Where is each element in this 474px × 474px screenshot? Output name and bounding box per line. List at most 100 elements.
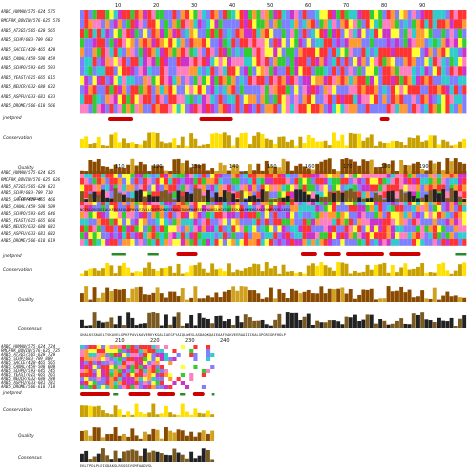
conservation-bar [214,132,219,148]
consensus-bar [164,454,168,462]
residue-cell [243,218,248,226]
quality-bar [281,292,286,302]
residue-cell [151,345,156,349]
residue-cell [227,218,232,226]
quality-bar [462,163,467,174]
residue-cell [395,28,400,39]
residue-cell [353,177,358,185]
consensus-bar [101,322,105,328]
residue-cell [126,377,131,381]
residue-cell [172,205,177,212]
residue-cell [101,47,106,57]
residue-cell [323,104,328,114]
consensus-bar [361,319,366,328]
residue-cell [411,184,416,192]
residue-cell [348,19,353,29]
consensus-bar [206,318,210,328]
residue-cell [151,10,156,20]
residue-cell [214,66,219,76]
residue-cell [164,211,169,219]
conservation-bar [273,144,278,148]
residue-cell [386,177,391,185]
residue-cell [201,57,206,67]
residue-cell [441,66,446,76]
residue-cell [336,10,341,20]
residue-cell [168,232,173,239]
residue-cell [378,232,383,239]
sequence-label: ARB5_DROME/566-618 566 [1,103,56,108]
residue-cell [172,349,177,353]
residue-cell [445,239,450,246]
consensus-bar [88,459,93,462]
sequence-label: RMCFRK_BOVIN/576-625 576 [1,18,61,24]
residue-cell [126,177,131,185]
residue-cell [197,365,202,369]
conservation-bar [180,403,185,417]
residue-cell [117,232,122,239]
residue-cell [164,225,169,233]
consensus-bar [180,196,185,202]
residue-cell [143,225,148,233]
residue-cell [416,239,421,246]
residue-cell [227,66,232,76]
quality-bar [298,163,303,174]
residue-cell [353,211,358,219]
residue-cell [109,75,114,86]
residue-cell [269,191,274,199]
residue-cell [311,94,316,104]
residue-cell [155,218,160,226]
residue-cell [147,381,152,385]
consensus-bar [458,318,462,328]
residue-cell [353,10,358,20]
residue-cell [109,66,114,76]
residue-cell [80,57,85,67]
residue-cell [285,104,290,114]
residue-cell [88,184,93,192]
residue-cell [126,369,131,373]
residue-cell [420,94,425,104]
conservation-bar [361,140,366,148]
residue-cell [138,218,143,226]
quality-bar [273,166,278,174]
residue-cell [260,225,265,233]
residue-cell [453,177,458,185]
residue-cell [143,369,148,373]
residue-cell [180,225,185,233]
quality-bar [147,294,152,302]
residue-cell [285,66,290,76]
residue-cell [453,239,458,246]
consensus-bar [437,193,441,202]
residue-cell [84,85,89,95]
consensus-bar [105,455,110,462]
residue-cell [315,28,320,39]
residue-cell [235,171,240,178]
consensus-bar [185,323,189,328]
residue-cell [449,57,454,67]
sequence-label: ARB5_AT3G5/565-620 720 [1,352,56,357]
consensus-bar [159,191,164,202]
residue-cell [264,177,269,185]
residue-cell [353,184,358,192]
conservation-bar [210,414,215,417]
conservation-bar [218,268,223,276]
residue-cell [243,28,248,39]
residue-cell [96,357,101,361]
conservation-bar [193,265,198,276]
residue-cell [453,171,458,178]
residue-cell [159,66,164,76]
residue-cell [374,85,379,95]
residue-cell [306,184,311,192]
residue-cell [311,85,316,95]
residue-cell [84,239,89,246]
residue-cell [80,369,85,373]
residue-cell [386,104,391,114]
residue-cell [290,211,295,219]
consensus-bar [164,190,168,202]
residue-cell [239,38,244,48]
residue-cell [416,75,421,86]
residue-cell [176,38,181,48]
residue-cell [369,191,374,199]
residue-cell [143,211,148,219]
residue-cell [92,345,97,349]
residue-cell [437,85,442,95]
